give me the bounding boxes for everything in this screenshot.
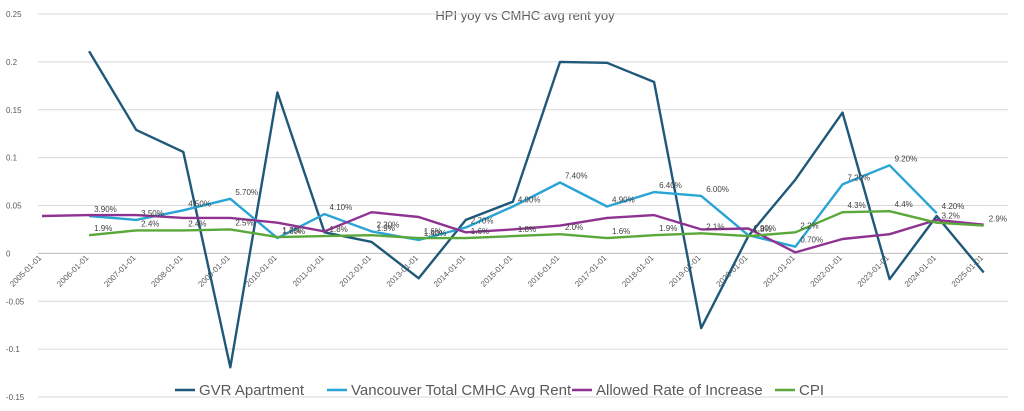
legend: GVR Apartment Vancouver Total CMHC Avg Re… — [175, 382, 824, 399]
data-label: 4.3% — [847, 201, 865, 210]
series-line-gvr-apartment — [88, 50, 985, 369]
data-label: 7.20% — [847, 173, 870, 182]
y-tick-label: 0.2 — [6, 58, 18, 67]
data-label: 9.20% — [895, 154, 918, 163]
data-label: 2.0% — [565, 223, 583, 232]
data-label: 1.9% — [94, 224, 112, 233]
y-axis: 0.25 0.2 0.15 0.1 0.05 0 -0.05 -0.1 -0.15 — [6, 10, 25, 402]
data-label: 1.7% — [282, 226, 300, 235]
legend-label: GVR Apartment — [199, 382, 305, 399]
y-tick-label: 0.1 — [6, 154, 18, 163]
data-label: 0.70% — [800, 236, 823, 245]
data-label: 1.9% — [377, 224, 395, 233]
series-line-allowed-rate-of-increase — [41, 211, 984, 254]
data-label: 1.90% — [753, 224, 776, 233]
data-label: 1.8% — [330, 225, 348, 234]
y-tick-label: 0.05 — [6, 202, 22, 211]
data-label: 2.4% — [141, 219, 159, 228]
y-tick-label: 0.15 — [6, 106, 22, 115]
data-label: 2.2% — [800, 221, 818, 230]
y-tick-label: -0.05 — [6, 297, 25, 306]
data-label: 1.6% — [471, 227, 489, 236]
data-label: 2.5% — [235, 218, 253, 227]
data-label: 3.50% — [141, 209, 164, 218]
data-label: 4.90% — [612, 195, 635, 204]
data-label: 1.40% — [424, 229, 447, 238]
data-label: 1.8% — [518, 225, 536, 234]
data-label: 3.2% — [942, 212, 960, 221]
data-label: 6.40% — [659, 181, 682, 190]
data-label: 2.4% — [188, 219, 206, 228]
data-label: 1.6% — [424, 227, 442, 236]
series-lines — [41, 50, 985, 369]
data-label: 1.8% — [753, 225, 771, 234]
chart-title: HPI yoy vs CMHC avg rent yoy — [435, 8, 615, 23]
legend-label: CPI — [799, 382, 824, 399]
series-line-cpi — [88, 210, 984, 240]
data-label: 2.30% — [377, 220, 400, 229]
y-tick-label: 0.25 — [6, 10, 22, 19]
data-label: 7.40% — [565, 172, 588, 181]
data-labels: 3.90% 3.50% 4.50% 5.70% 1.60% 4.10% 2.30% 1.40%… — [94, 154, 1007, 244]
legend-label: Vancouver Total CMHC Avg Rent — [351, 382, 572, 399]
data-label: 2.9% — [989, 215, 1007, 224]
data-label: 4.10% — [330, 203, 353, 212]
y-tick-label: -0.15 — [6, 393, 25, 402]
y-tick-label: -0.1 — [6, 345, 20, 354]
data-label: 1.6% — [612, 227, 630, 236]
y-tick-label: 0 — [6, 249, 11, 258]
data-label: 4.50% — [188, 199, 211, 208]
data-label: 4.20% — [942, 202, 965, 211]
data-label: 5.70% — [235, 188, 258, 197]
data-label: 4.90% — [518, 195, 541, 204]
data-label: 3.90% — [94, 205, 117, 214]
legend-label: Allowed Rate of Increase — [596, 382, 763, 399]
series-line-vancouver-total-cmhc-avg-rent — [89, 164, 938, 248]
data-label: 6.00% — [706, 185, 729, 194]
data-label: 2.70% — [471, 217, 494, 226]
data-label: 2.1% — [706, 222, 724, 231]
data-label: 1.60% — [282, 227, 305, 236]
data-label: 1.9% — [659, 224, 677, 233]
data-label: 4.4% — [895, 200, 913, 209]
